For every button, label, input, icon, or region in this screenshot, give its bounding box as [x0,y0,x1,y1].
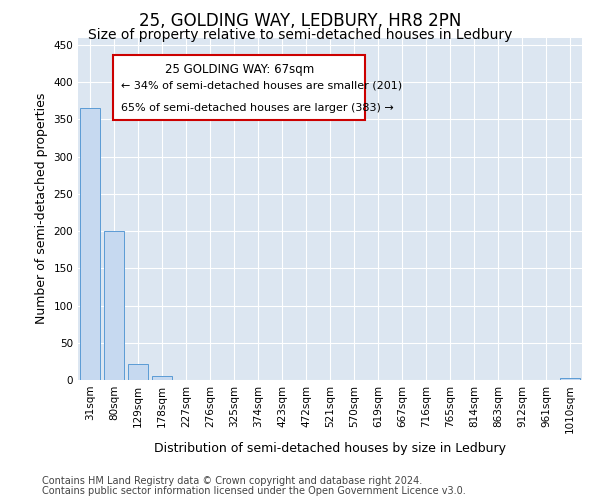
Y-axis label: Number of semi-detached properties: Number of semi-detached properties [35,93,48,324]
Text: Contains HM Land Registry data © Crown copyright and database right 2024.: Contains HM Land Registry data © Crown c… [42,476,422,486]
Text: ← 34% of semi-detached houses are smaller (201): ← 34% of semi-detached houses are smalle… [121,81,402,91]
Text: 65% of semi-detached houses are larger (383) →: 65% of semi-detached houses are larger (… [121,103,394,113]
FancyBboxPatch shape [113,54,365,120]
Text: Contains public sector information licensed under the Open Government Licence v3: Contains public sector information licen… [42,486,466,496]
X-axis label: Distribution of semi-detached houses by size in Ledbury: Distribution of semi-detached houses by … [154,442,506,454]
Bar [152,376,172,380]
Text: Size of property relative to semi-detached houses in Ledbury: Size of property relative to semi-detach… [88,28,512,42]
Text: 25 GOLDING WAY: 67sqm: 25 GOLDING WAY: 67sqm [164,63,314,76]
Bar [80,108,100,380]
Bar [560,378,580,380]
Bar [128,364,148,380]
Bar [104,231,124,380]
Text: 25, GOLDING WAY, LEDBURY, HR8 2PN: 25, GOLDING WAY, LEDBURY, HR8 2PN [139,12,461,30]
